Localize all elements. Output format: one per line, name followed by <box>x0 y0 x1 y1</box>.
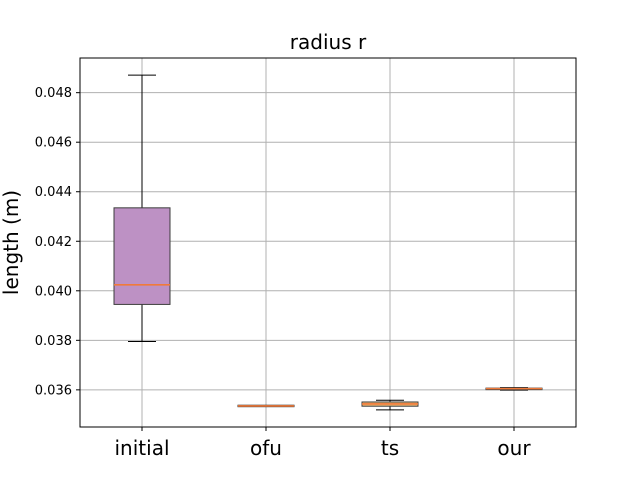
y-tick-label: 0.044 <box>35 185 72 200</box>
y-axis-label: length (m) <box>0 190 23 295</box>
y-tick-label: 0.042 <box>35 235 72 250</box>
box-our <box>485 387 543 391</box>
y-tick-label: 0.048 <box>35 86 72 101</box>
x-tick-label: ofu <box>250 436 282 460</box>
box-initial <box>113 74 171 343</box>
tick-layer: initial ofu ts our 0.036 0.038 0.040 0.042 0.044… <box>35 86 532 460</box>
x-tick-label: our <box>497 436 531 460</box>
chart-title: radius r <box>290 30 367 54</box>
x-tick-label: ts <box>381 436 399 460</box>
box-ofu <box>237 404 295 408</box>
box-layer <box>113 74 543 411</box>
x-tick-label: initial <box>115 436 170 460</box>
y-tick-label: 0.046 <box>35 136 72 151</box>
box-ts <box>361 399 419 411</box>
y-tick-label: 0.036 <box>35 383 72 398</box>
y-tick-label: 0.040 <box>35 284 72 299</box>
axes-frame <box>79 57 577 428</box>
iqr-box <box>113 207 171 305</box>
y-tick-label: 0.038 <box>35 334 72 349</box>
